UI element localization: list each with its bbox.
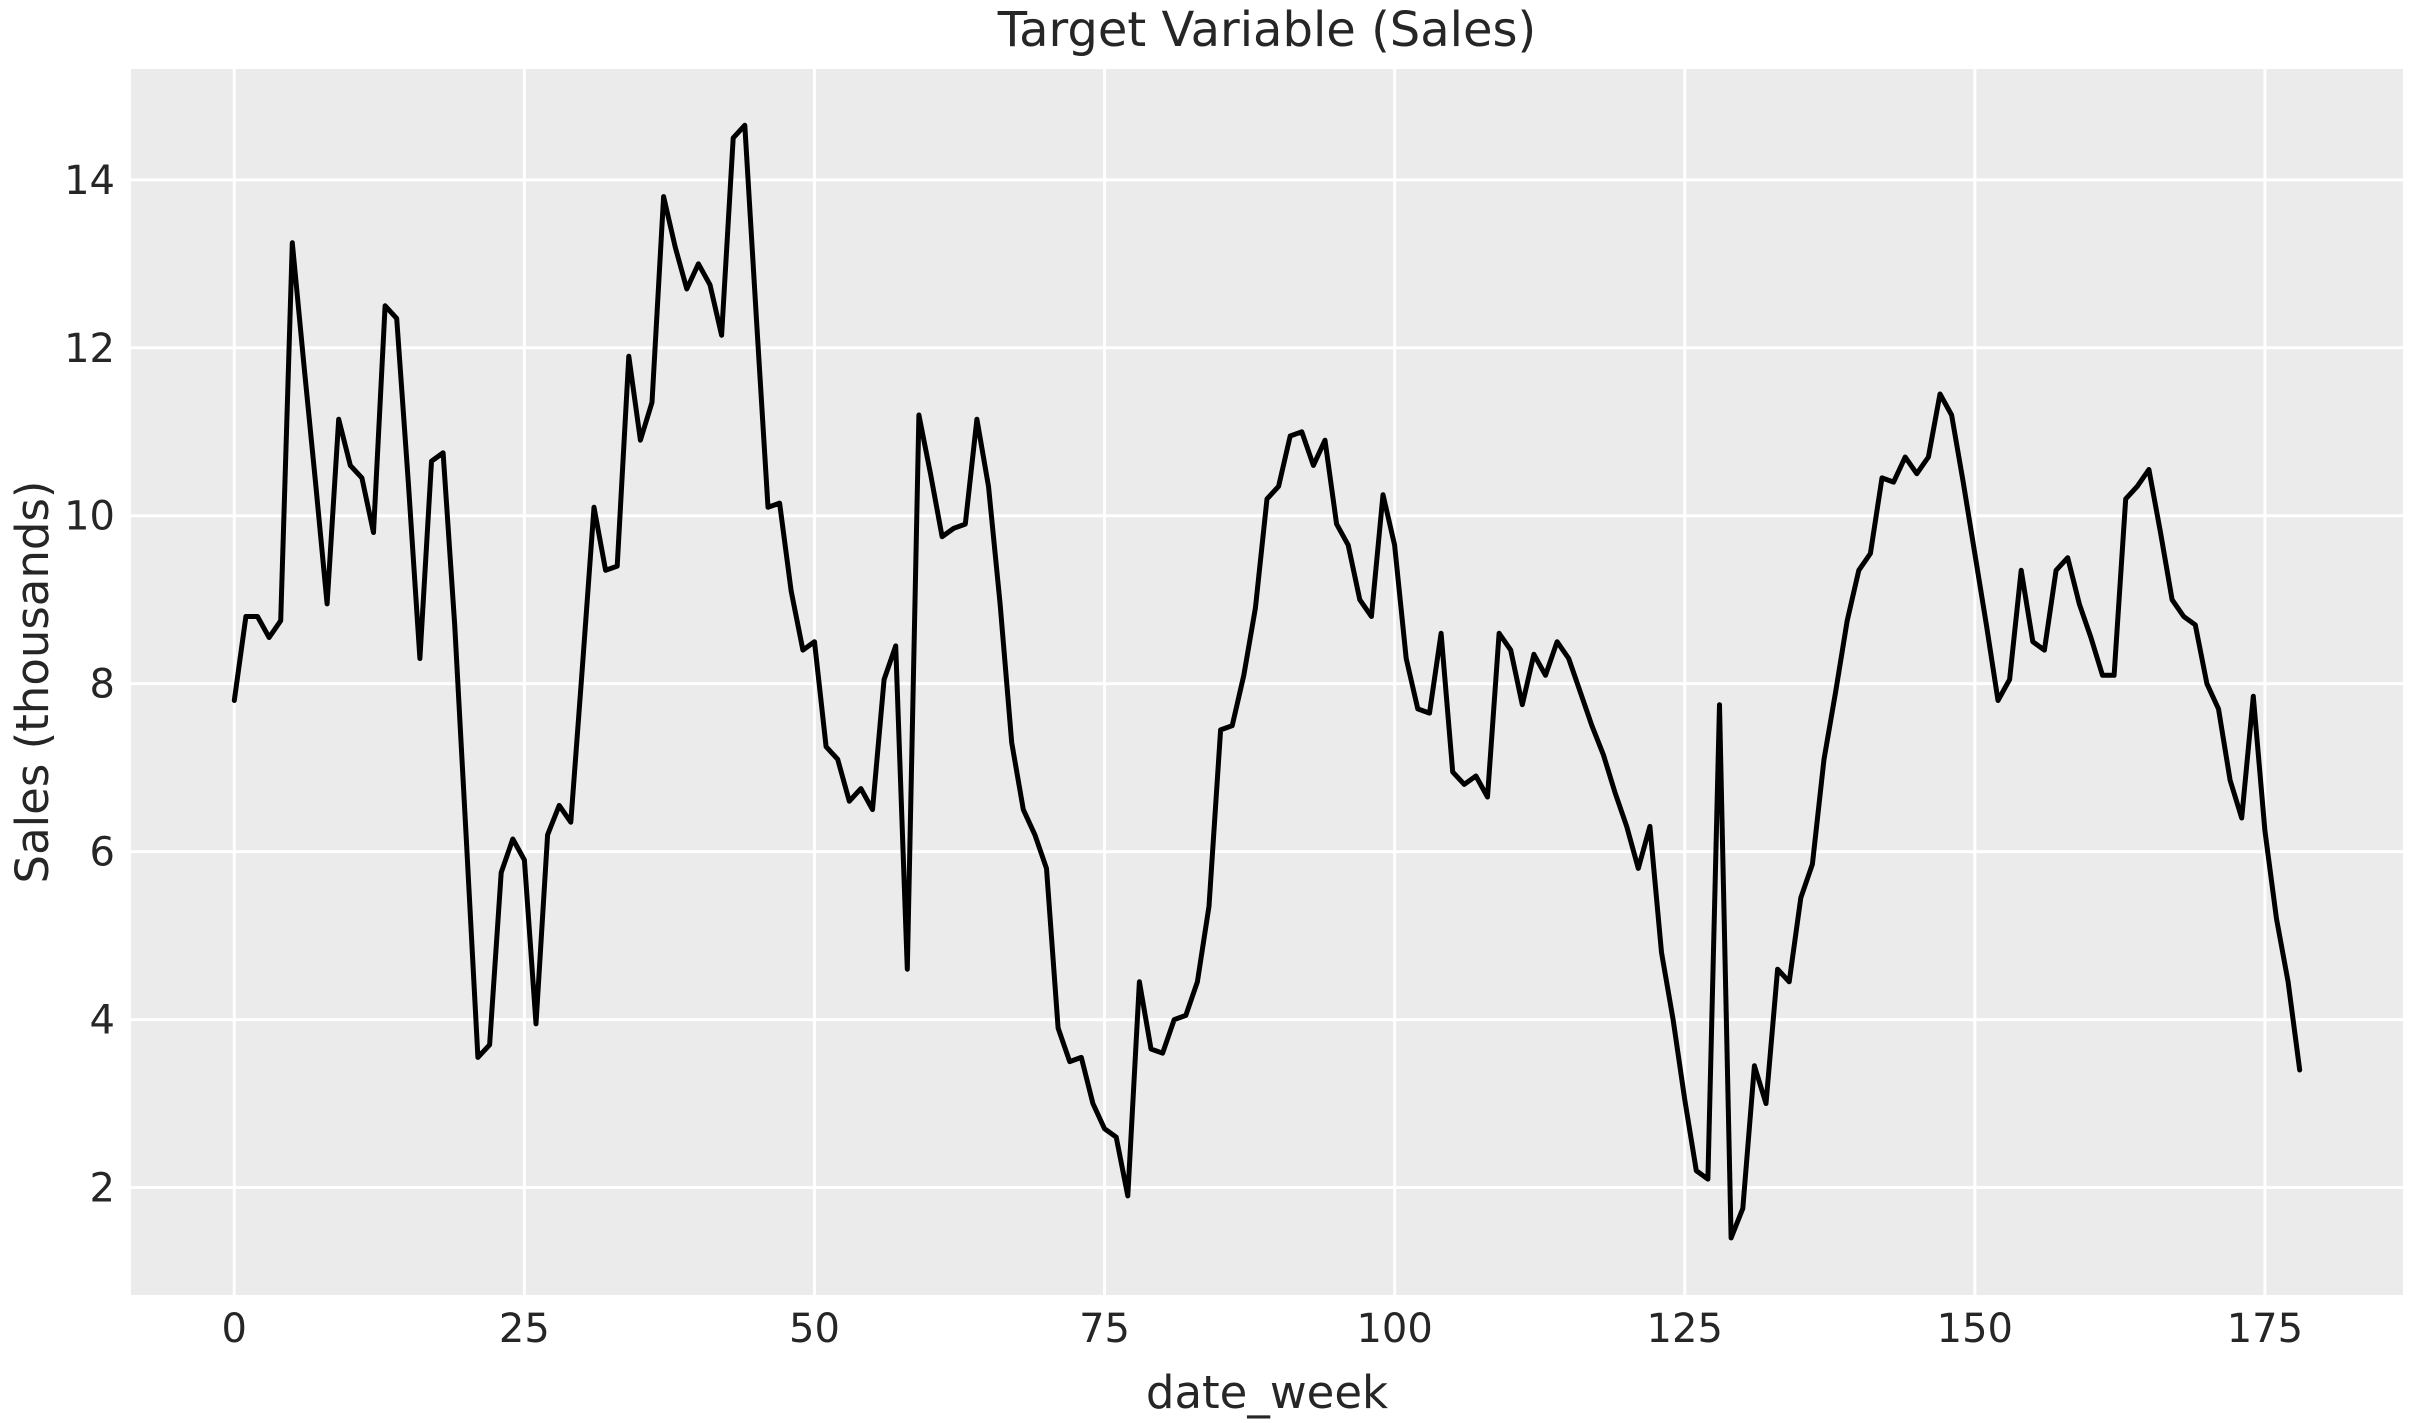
x-tick-label: 25	[499, 1306, 550, 1352]
sales-line	[231, 122, 2303, 1241]
plot-area: 0 25 50 75 100 125 150 175 2 4 6 8 10 12 14	[64, 69, 2403, 1352]
x-tick-label: 75	[1079, 1306, 1130, 1352]
y-tick-label: 10	[64, 494, 115, 540]
x-tick-label: 0	[222, 1306, 247, 1352]
x-tick-label: 175	[2227, 1306, 2303, 1352]
axes-background	[131, 69, 2403, 1295]
y-axis-label: Sales (thousands)	[6, 481, 59, 884]
y-tick-label: 6	[90, 830, 115, 876]
x-tick-label: 100	[1356, 1306, 1432, 1352]
x-tick-label: 125	[1647, 1306, 1723, 1352]
y-tick-label: 2	[90, 1166, 115, 1212]
chart-title: Target Variable (Sales)	[997, 2, 1537, 58]
y-tick-label: 14	[64, 158, 115, 204]
x-tick-label: 150	[1937, 1306, 2013, 1352]
x-axis-label: date_week	[1146, 1366, 1388, 1419]
y-tick-label: 8	[90, 662, 115, 708]
y-tick-label: 4	[90, 998, 115, 1044]
x-tick-label: 50	[789, 1306, 840, 1352]
y-tick-label: 12	[64, 326, 115, 372]
